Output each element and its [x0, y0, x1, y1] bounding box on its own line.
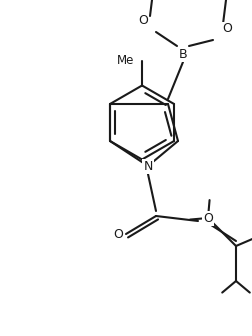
- Text: O: O: [203, 211, 213, 224]
- Text: N: N: [143, 160, 153, 172]
- Text: O: O: [222, 23, 232, 36]
- Text: Me: Me: [117, 54, 134, 67]
- Text: B: B: [179, 47, 187, 60]
- Text: O: O: [138, 14, 148, 28]
- Text: O: O: [113, 227, 123, 241]
